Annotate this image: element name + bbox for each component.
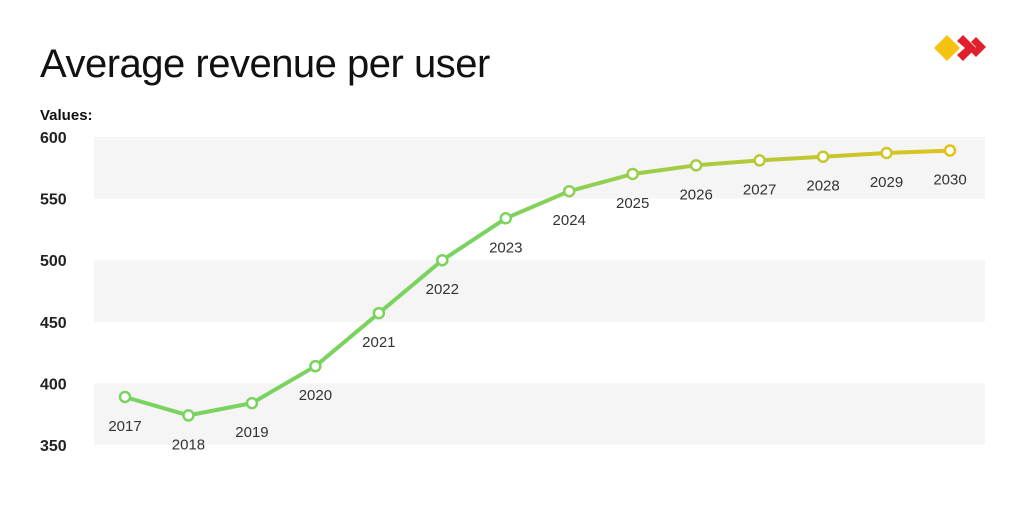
- grid-bands: [94, 137, 985, 445]
- x-point-label: 2017: [108, 418, 141, 435]
- data-point: [880, 146, 893, 160]
- x-point-label: 2023: [489, 239, 522, 256]
- x-point-label: 2019: [235, 424, 268, 441]
- y-axis-label: Values:: [40, 107, 93, 124]
- data-point: [816, 150, 830, 163]
- y-tick-label: 600: [40, 130, 67, 147]
- data-point: [626, 167, 639, 181]
- data-point: [436, 253, 449, 267]
- point-labels: 2017 2018 2019 2020 2021 2022 2023 2024 2025 2026…: [108, 172, 966, 454]
- data-point: [182, 409, 195, 422]
- x-point-label: 2026: [679, 186, 712, 203]
- y-tick-label: 450: [40, 315, 67, 332]
- data-point: [562, 184, 576, 198]
- y-axis-ticks: 350 400 450 500 550 600: [40, 130, 67, 455]
- data-point: [753, 154, 766, 167]
- y-tick-label: 550: [40, 192, 67, 209]
- x-point-label: 2018: [172, 436, 205, 453]
- x-point-label: 2030: [933, 172, 966, 189]
- data-point: [499, 212, 513, 225]
- x-point-label: 2022: [426, 281, 459, 298]
- x-point-label: 2029: [870, 174, 903, 191]
- x-point-label: 2021: [362, 334, 395, 351]
- data-point: [372, 306, 386, 320]
- x-point-label: 2027: [743, 181, 776, 198]
- logo-red-mark: [957, 35, 976, 61]
- data-point: [309, 359, 322, 373]
- logo-yellow-mark: [934, 35, 960, 61]
- data-point: [689, 159, 703, 172]
- logo-red-mark-2: [971, 37, 986, 57]
- x-point-label: 2028: [806, 178, 839, 195]
- grid-band: [94, 383, 985, 445]
- brand-logo-icon: [934, 35, 986, 61]
- y-tick-label: 500: [40, 253, 67, 270]
- data-point: [943, 144, 957, 157]
- data-points: [118, 144, 957, 422]
- x-point-label: 2020: [299, 387, 332, 404]
- grid-band: [94, 260, 985, 322]
- series-line: [123, 148, 952, 418]
- y-tick-label: 350: [40, 438, 67, 455]
- page-title: Average revenue per user: [40, 42, 490, 86]
- x-point-label: 2024: [553, 212, 586, 229]
- data-point: [245, 396, 259, 410]
- x-point-label: 2025: [616, 195, 649, 212]
- data-point: [118, 390, 132, 404]
- grid-band: [94, 137, 985, 199]
- y-tick-label: 400: [40, 376, 67, 393]
